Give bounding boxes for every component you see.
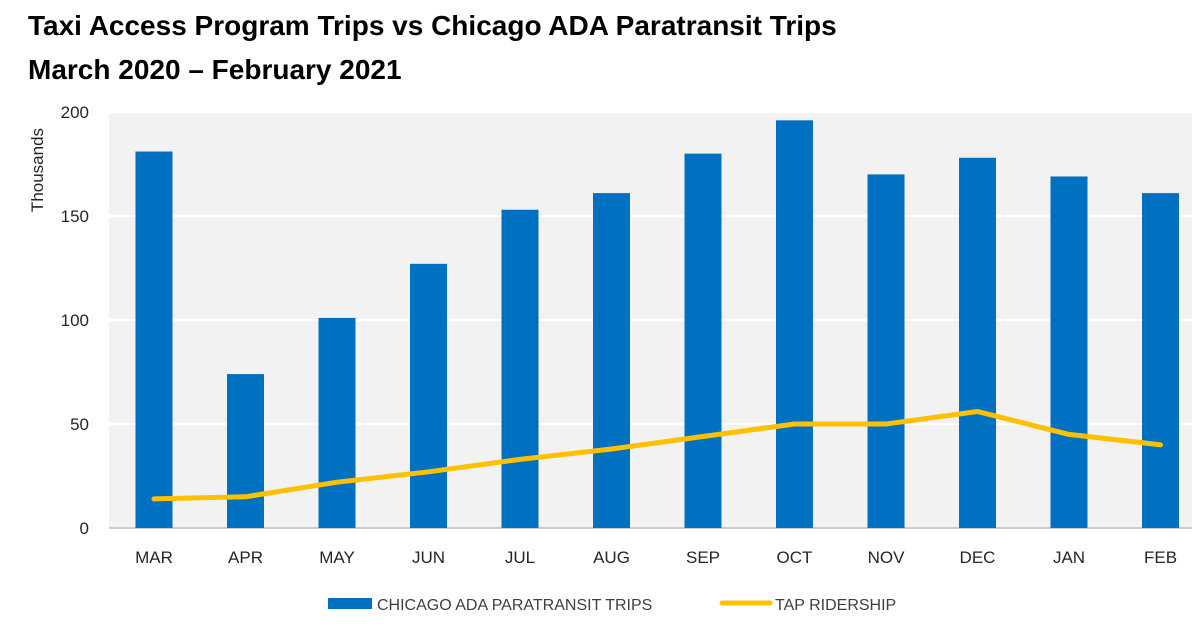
chart-title-line-1: Taxi Access Program Trips vs Chicago ADA…: [28, 10, 837, 41]
y-tick-label: 50: [70, 415, 89, 434]
x-tick-label: SEP: [686, 548, 720, 567]
bar: [501, 209, 539, 528]
bar: [1142, 193, 1179, 528]
bar: [410, 263, 447, 528]
x-tick-label: MAR: [135, 548, 173, 567]
x-tick-label: DEC: [960, 548, 996, 567]
x-tick-label: JUL: [505, 548, 535, 567]
y-axis-label: Thousands: [28, 128, 47, 212]
x-tick-label: FEB: [1144, 548, 1177, 567]
legend-label-line: TAP RIDERSHIP: [775, 597, 896, 614]
bar: [135, 151, 173, 528]
bar: [776, 120, 813, 528]
line-series: [151, 409, 1163, 502]
bar: [1050, 176, 1088, 529]
y-axis-ticks: 0 50 100 150 200: [61, 103, 89, 538]
bar: [684, 153, 722, 528]
y-tick-label: 200: [61, 103, 89, 122]
x-tick-label: MAY: [319, 548, 355, 567]
bar-series: [135, 120, 1179, 529]
bar: [867, 174, 905, 528]
x-tick-label: APR: [228, 548, 263, 567]
y-tick-label: 0: [80, 519, 89, 538]
bar: [959, 157, 996, 528]
legend-label-bar: CHICAGO ADA PARATRANSIT TRIPS: [377, 597, 652, 614]
x-tick-label: NOV: [868, 548, 906, 567]
x-tick-label: JUN: [412, 548, 445, 567]
x-tick-label: OCT: [777, 548, 813, 567]
y-tick-label: 150: [61, 207, 89, 226]
legend-swatch-bar: [328, 598, 372, 609]
bar: [227, 374, 264, 528]
legend: CHICAGO ADA PARATRANSIT TRIPS TAP RIDERS…: [328, 597, 896, 614]
bar: [593, 193, 630, 528]
x-tick-label: AUG: [593, 548, 630, 567]
gridlines: [109, 111, 1192, 529]
chart-title-line-2: March 2020 – February 2021: [28, 54, 402, 85]
x-axis-ticks: MAR APR MAY JUN JUL AUG SEP OCT NOV DEC JAN FEB: [135, 548, 1177, 567]
x-tick-label: JAN: [1053, 548, 1085, 567]
bar: [318, 317, 356, 528]
chart-title: Taxi Access Program Trips vs Chicago ADA…: [28, 4, 837, 92]
tap-ridership-line: [151, 409, 1163, 502]
y-tick-label: 100: [61, 311, 89, 330]
